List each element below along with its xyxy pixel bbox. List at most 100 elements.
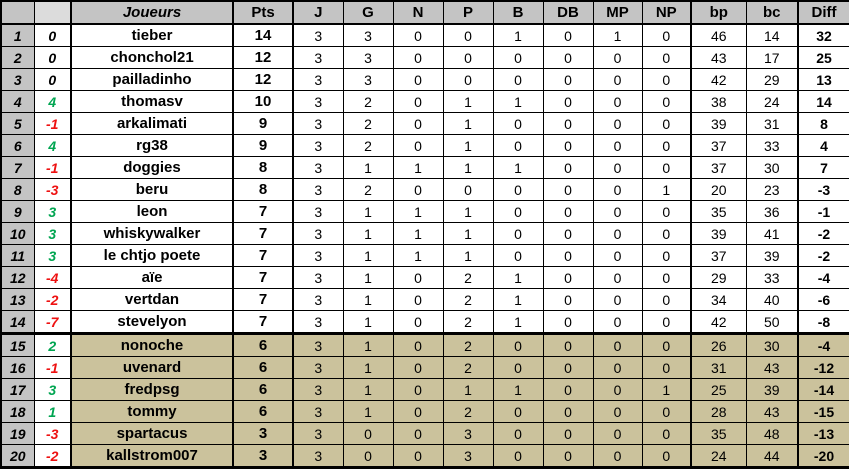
cell-j: 3 <box>292 134 344 157</box>
cell-bp: 39 <box>690 222 747 245</box>
cell-mp: 0 <box>592 112 643 135</box>
cell-name: rg38 <box>70 134 234 157</box>
cell-db: 0 <box>542 400 594 423</box>
table-row: 12 -4 aïe 7 3 1 0 2 1 0 0 0 29 33 -4 <box>0 266 849 289</box>
table-row: 18 1 tommy 6 3 1 0 2 0 0 0 0 28 43 -15 <box>0 400 849 423</box>
table-row: 2 0 chonchol21 12 3 3 0 0 0 0 0 0 43 17 25 <box>0 46 849 69</box>
cell-g: 2 <box>342 112 394 135</box>
col-header-bp: bp <box>690 0 747 25</box>
cell-mp: 0 <box>592 356 643 379</box>
cell-rank: 20 <box>0 444 35 468</box>
cell-db: 0 <box>542 266 594 289</box>
cell-np: 0 <box>641 266 692 289</box>
cell-p: 1 <box>442 244 494 267</box>
col-header-j: J <box>292 0 344 25</box>
cell-rank: 11 <box>0 244 35 267</box>
cell-np: 0 <box>641 222 692 245</box>
cell-name: uvenard <box>70 356 234 379</box>
cell-db: 0 <box>542 112 594 135</box>
cell-diff: 4 <box>797 134 849 157</box>
cell-pts: 3 <box>232 444 294 468</box>
table-row: 20 -2 kallstrom007 3 3 0 0 3 0 0 0 0 24 44 -20 <box>0 444 849 468</box>
table-row: 19 -3 spartacus 3 3 0 0 3 0 0 0 0 35 48 -13 <box>0 422 849 445</box>
cell-g: 3 <box>342 46 394 69</box>
cell-j: 3 <box>292 422 344 445</box>
cell-g: 2 <box>342 90 394 113</box>
cell-b: 1 <box>492 310 544 334</box>
cell-j: 3 <box>292 23 344 47</box>
cell-rank: 2 <box>0 46 35 69</box>
cell-diff: -6 <box>797 288 849 311</box>
cell-db: 0 <box>542 332 594 357</box>
cell-n: 1 <box>392 200 444 223</box>
col-header-b: B <box>492 0 544 25</box>
cell-bc: 43 <box>745 356 799 379</box>
cell-n: 0 <box>392 90 444 113</box>
cell-move: 3 <box>33 222 72 245</box>
col-header-mp: MP <box>592 0 643 25</box>
cell-bp: 26 <box>690 332 747 357</box>
cell-name: aïe <box>70 266 234 289</box>
cell-bc: 31 <box>745 112 799 135</box>
cell-mp: 0 <box>592 288 643 311</box>
cell-move: -3 <box>33 178 72 201</box>
cell-g: 1 <box>342 378 394 401</box>
cell-p: 2 <box>442 288 494 311</box>
cell-p: 0 <box>442 178 494 201</box>
cell-bc: 30 <box>745 156 799 179</box>
cell-rank: 18 <box>0 400 35 423</box>
cell-mp: 0 <box>592 378 643 401</box>
cell-bc: 24 <box>745 90 799 113</box>
cell-n: 0 <box>392 422 444 445</box>
col-header-db: DB <box>542 0 594 25</box>
cell-j: 3 <box>292 266 344 289</box>
cell-b: 0 <box>492 200 544 223</box>
cell-p: 2 <box>442 332 494 357</box>
cell-j: 3 <box>292 332 344 357</box>
cell-move: -2 <box>33 288 72 311</box>
cell-pts: 8 <box>232 156 294 179</box>
cell-mp: 0 <box>592 222 643 245</box>
col-header-move <box>33 0 72 25</box>
cell-name: doggies <box>70 156 234 179</box>
cell-bc: 40 <box>745 288 799 311</box>
cell-bc: 23 <box>745 178 799 201</box>
cell-name: whiskywalker <box>70 222 234 245</box>
cell-np: 0 <box>641 156 692 179</box>
cell-b: 0 <box>492 400 544 423</box>
col-header-rank <box>0 0 35 25</box>
cell-db: 0 <box>542 288 594 311</box>
cell-b: 0 <box>492 178 544 201</box>
cell-db: 0 <box>542 356 594 379</box>
cell-name: nonoche <box>70 332 234 357</box>
cell-bc: 50 <box>745 310 799 334</box>
cell-diff: 13 <box>797 68 849 91</box>
cell-mp: 0 <box>592 244 643 267</box>
cell-n: 0 <box>392 356 444 379</box>
cell-p: 1 <box>442 156 494 179</box>
cell-move: -2 <box>33 444 72 468</box>
cell-bp: 24 <box>690 444 747 468</box>
cell-pts: 3 <box>232 422 294 445</box>
cell-db: 0 <box>542 310 594 334</box>
cell-np: 0 <box>641 400 692 423</box>
cell-b: 0 <box>492 422 544 445</box>
cell-db: 0 <box>542 222 594 245</box>
cell-j: 3 <box>292 178 344 201</box>
cell-g: 3 <box>342 23 394 47</box>
cell-bc: 39 <box>745 244 799 267</box>
cell-move: 0 <box>33 68 72 91</box>
cell-mp: 0 <box>592 266 643 289</box>
cell-np: 1 <box>641 178 692 201</box>
cell-n: 0 <box>392 444 444 468</box>
cell-move: 3 <box>33 244 72 267</box>
cell-diff: -15 <box>797 400 849 423</box>
cell-pts: 6 <box>232 400 294 423</box>
cell-db: 0 <box>542 422 594 445</box>
cell-move: -1 <box>33 156 72 179</box>
cell-pts: 14 <box>232 23 294 47</box>
cell-diff: -3 <box>797 178 849 201</box>
cell-db: 0 <box>542 200 594 223</box>
cell-name: kallstrom007 <box>70 444 234 468</box>
cell-db: 0 <box>542 156 594 179</box>
